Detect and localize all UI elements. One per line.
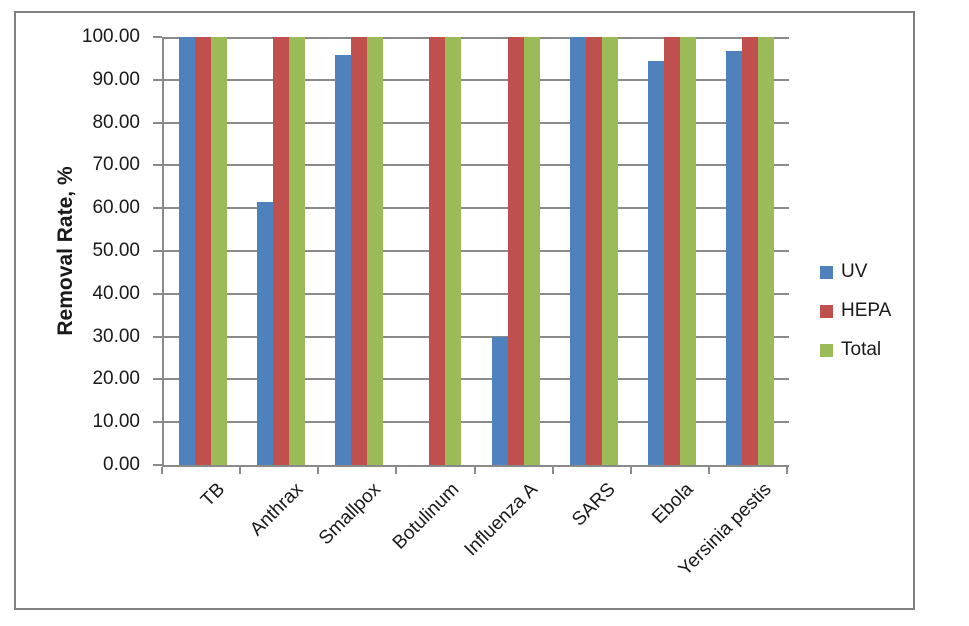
gridline <box>164 250 789 252</box>
bar-uv-2 <box>335 55 352 465</box>
y-tick-label: 80.00 <box>92 111 140 133</box>
x-tick <box>707 467 710 474</box>
y-tick <box>153 292 162 295</box>
legend-item-uv: UV <box>820 260 891 284</box>
bar-hepa-5 <box>585 37 602 465</box>
y-tick-label: 70.00 <box>92 154 140 176</box>
bar-total-4 <box>523 37 540 465</box>
x-tick <box>395 467 398 474</box>
bar-total-6 <box>679 37 696 465</box>
y-tick <box>153 421 162 424</box>
gridline <box>164 378 789 381</box>
y-tick-label: 40.00 <box>92 282 140 304</box>
bar-hepa-1 <box>273 37 290 465</box>
x-tick <box>473 467 476 474</box>
bar-total-1 <box>289 37 306 465</box>
bar-uv-0 <box>179 37 196 465</box>
y-tick-label: 20.00 <box>92 368 140 390</box>
x-tick <box>239 467 242 474</box>
y-tick <box>153 464 162 466</box>
bar-hepa-3 <box>429 37 446 465</box>
bar-uv-7 <box>725 50 742 465</box>
y-tick <box>153 78 162 81</box>
y-tick <box>153 250 162 252</box>
bar-hepa-6 <box>663 37 680 465</box>
y-tick <box>153 164 162 167</box>
bar-total-7 <box>757 37 774 465</box>
legend-swatch-hepa <box>820 304 833 318</box>
y-tick-label: 30.00 <box>92 325 140 347</box>
gridline <box>164 121 789 124</box>
bar-hepa-7 <box>741 37 758 465</box>
bar-uv-1 <box>257 201 274 465</box>
x-tick <box>317 467 320 474</box>
bar-total-5 <box>601 37 618 465</box>
gridline <box>164 421 789 424</box>
gridline <box>164 335 789 338</box>
y-tick-label: 90.00 <box>92 68 140 90</box>
y-tick <box>153 378 162 381</box>
y-tick <box>153 121 162 124</box>
legend-label: Total <box>841 339 882 360</box>
bar-uv-6 <box>647 61 664 465</box>
bar-total-3 <box>445 37 462 465</box>
bar-hepa-2 <box>351 37 368 465</box>
x-tick <box>629 467 632 474</box>
gridline <box>164 292 789 295</box>
legend-label: UV <box>841 261 868 282</box>
x-tick <box>786 467 788 474</box>
bar-hepa-0 <box>195 37 212 465</box>
x-tick <box>161 467 163 474</box>
bar-total-2 <box>367 37 384 465</box>
y-tick <box>153 335 162 338</box>
bar-total-0 <box>211 37 228 465</box>
bar-hepa-4 <box>507 37 524 465</box>
gridline <box>164 37 789 39</box>
x-tick <box>551 467 554 474</box>
legend-swatch-total <box>820 343 833 357</box>
legend-item-hepa: HEPA <box>820 299 891 323</box>
y-tick-label: 100.00 <box>81 26 140 47</box>
y-tick <box>153 36 162 38</box>
gridline <box>164 78 789 81</box>
gridline <box>164 207 789 210</box>
legend-item-total: Total <box>820 338 891 362</box>
y-tick-label: 60.00 <box>92 197 140 219</box>
y-tick-label: 10.00 <box>92 411 140 433</box>
y-tick-label: 50.00 <box>92 240 140 261</box>
legend-label: HEPA <box>841 300 892 321</box>
legend-swatch-uv <box>820 265 833 279</box>
y-tick-label: 0.00 <box>103 454 140 475</box>
y-tick <box>153 207 162 210</box>
gridline <box>164 164 789 167</box>
bar-uv-4 <box>491 336 508 465</box>
bar-uv-5 <box>569 37 586 465</box>
legend: UV HEPA Total <box>820 260 891 377</box>
plot-area <box>162 37 789 467</box>
